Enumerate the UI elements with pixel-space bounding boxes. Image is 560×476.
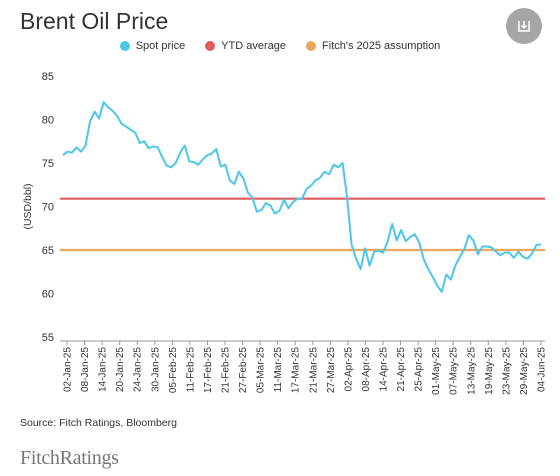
y-tick-label: 65	[42, 245, 54, 257]
x-tick-label: 04-Jun-25	[537, 347, 548, 392]
y-tick-label: 60	[42, 289, 54, 301]
x-tick-label: 14-Jan-25	[98, 347, 109, 392]
source-note: Source: Fitch Ratings, Bloomberg	[20, 417, 177, 429]
x-tick-label: 23-May-25	[501, 347, 512, 395]
y-tick-label: 80	[42, 115, 54, 127]
y-tick-label: 70	[42, 202, 54, 214]
x-tick-label: 01-May-25	[431, 347, 442, 395]
x-tick-label: 21-Apr-25	[396, 347, 407, 392]
x-tick-label: 19-May-25	[484, 347, 495, 395]
x-tick-label: 05-Mar-25	[256, 347, 267, 394]
x-tick-label: 08-Jan-25	[80, 347, 91, 392]
y-tick-label: 85	[42, 71, 54, 83]
fitch-ratings-logo: FitchRatings	[20, 447, 119, 469]
download-button[interactable]	[506, 8, 542, 44]
x-tick-label: 25-Apr-25	[414, 347, 425, 392]
x-tick-label: 02-Jan-25	[63, 347, 74, 392]
x-tick-label: 11-Feb-25	[185, 347, 196, 393]
x-tick-label: 08-Apr-25	[361, 347, 372, 392]
legend-label-fitch: Fitch's 2025 assumption	[322, 40, 441, 52]
x-tick-label: 27-Feb-25	[238, 347, 249, 394]
x-tick-label: 29-May-25	[519, 347, 530, 395]
x-tick-label: 17-Mar-25	[291, 347, 302, 394]
legend-label-spot: Spot price	[135, 40, 186, 52]
x-tick-label: 21-Mar-25	[308, 347, 319, 394]
legend-swatch-fitch	[306, 41, 317, 51]
legend-swatch-spot	[119, 41, 130, 51]
x-tick-label: 14-Apr-25	[379, 347, 390, 392]
chart-title: Brent Oil Price	[20, 8, 169, 34]
x-tick-label: 27-Mar-25	[326, 347, 337, 394]
y-axis-label: (USD/bbl)	[22, 183, 34, 229]
legend-item-spot[interactable]: Spot price	[119, 40, 186, 52]
y-tick-label: 55	[42, 332, 54, 344]
legend-item-ytd[interactable]: YTD average	[205, 40, 286, 52]
x-tick-label: 13-May-25	[466, 347, 477, 395]
download-icon	[518, 21, 530, 32]
legend: Spot price YTD average Fitch's 2025 assu…	[0, 40, 560, 52]
legend-label-ytd: YTD average	[221, 40, 287, 52]
x-tick-label: 11-Mar-25	[273, 347, 284, 393]
spot-price-line	[62, 101, 541, 293]
legend-swatch-ytd	[205, 41, 216, 51]
x-tick-label: 02-Apr-25	[343, 347, 354, 392]
x-tick-label: 17-Feb-25	[203, 347, 214, 394]
x-tick-label: 21-Feb-25	[221, 347, 232, 394]
x-tick-label: 07-May-25	[449, 347, 460, 395]
x-tick-label: 24-Jan-25	[133, 347, 144, 392]
x-tick-label: 30-Jan-25	[150, 347, 161, 392]
y-tick-label: 75	[42, 158, 54, 170]
legend-item-fitch[interactable]: Fitch's 2025 assumption	[306, 40, 440, 52]
x-tick-label: 20-Jan-25	[115, 347, 126, 392]
x-tick-label: 05-Feb-25	[168, 347, 179, 394]
